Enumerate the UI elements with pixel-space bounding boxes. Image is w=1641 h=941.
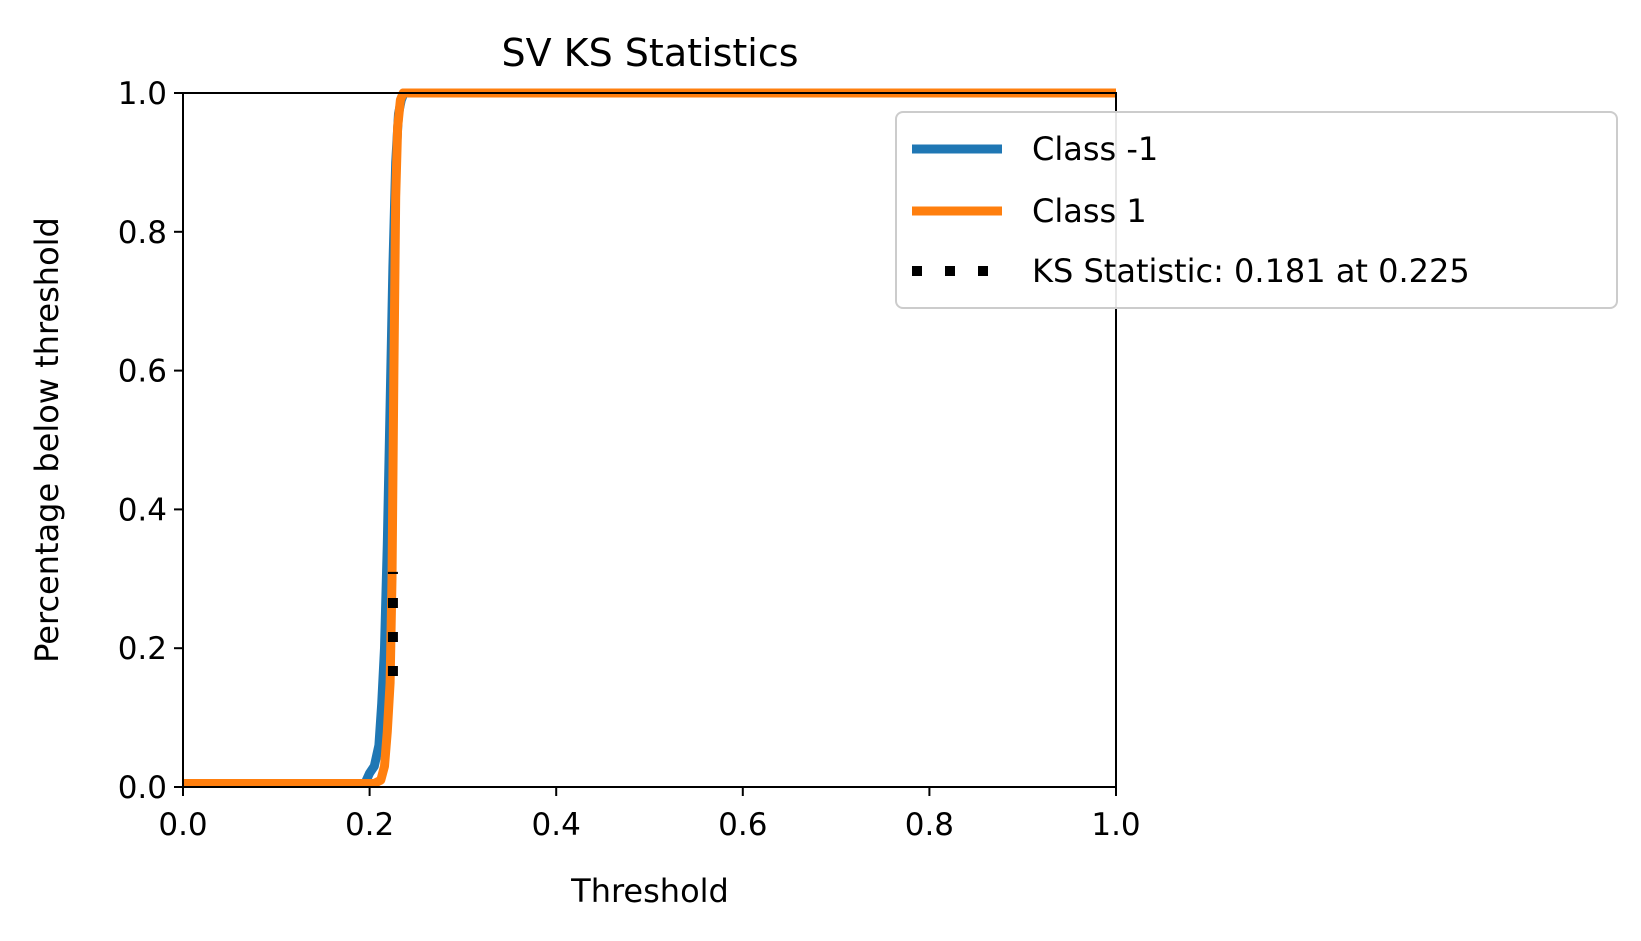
y-tick-label: 0.4 [118, 492, 167, 528]
legend-label: Class 1 [1032, 192, 1147, 230]
x-axis-ticks: 0.0 0.2 0.4 0.6 0.8 1.0 [158, 787, 1141, 843]
y-tick-label: 0.6 [118, 354, 167, 390]
y-tick-label: 0.0 [118, 770, 167, 806]
x-axis-label: Threshold [570, 872, 729, 910]
legend-box [895, 111, 1618, 309]
legend-label: Class -1 [1032, 130, 1158, 168]
plot-frame [182, 92, 1117, 788]
y-tick-label: 1.0 [118, 76, 167, 112]
y-axis-ticks: 0.0 0.2 0.4 0.6 0.8 1.0 [118, 76, 183, 806]
x-tick-label: 0.4 [532, 807, 581, 843]
x-tick-label: 0.8 [905, 807, 954, 843]
legend-item-class-neg1: Class -1 [912, 130, 1158, 168]
series-layer [183, 88, 1116, 788]
legend: Class -1 Class 1 KS Statistic: 0.181 at 0.… [895, 111, 1618, 309]
legend-item-class-1: Class 1 [912, 192, 1147, 230]
chart-title: SV KS Statistics [501, 31, 798, 75]
series-line-class-1 [183, 88, 1116, 788]
legend-items: Class -1 Class 1 KS Statistic: 0.181 at 0.… [912, 130, 1470, 290]
y-axis-label: Percentage below threshold [28, 217, 66, 663]
y-tick-label: 0.2 [118, 631, 167, 667]
x-tick-label: 1.0 [1091, 807, 1140, 843]
y-tick-label: 0.8 [118, 215, 167, 251]
x-tick-label: 0.0 [158, 807, 207, 843]
x-tick-label: 0.2 [345, 807, 394, 843]
x-tick-label: 0.6 [718, 807, 767, 843]
legend-label: KS Statistic: 0.181 at 0.225 [1032, 252, 1470, 290]
legend-item-ks-statistic: KS Statistic: 0.181 at 0.225 [912, 252, 1470, 290]
